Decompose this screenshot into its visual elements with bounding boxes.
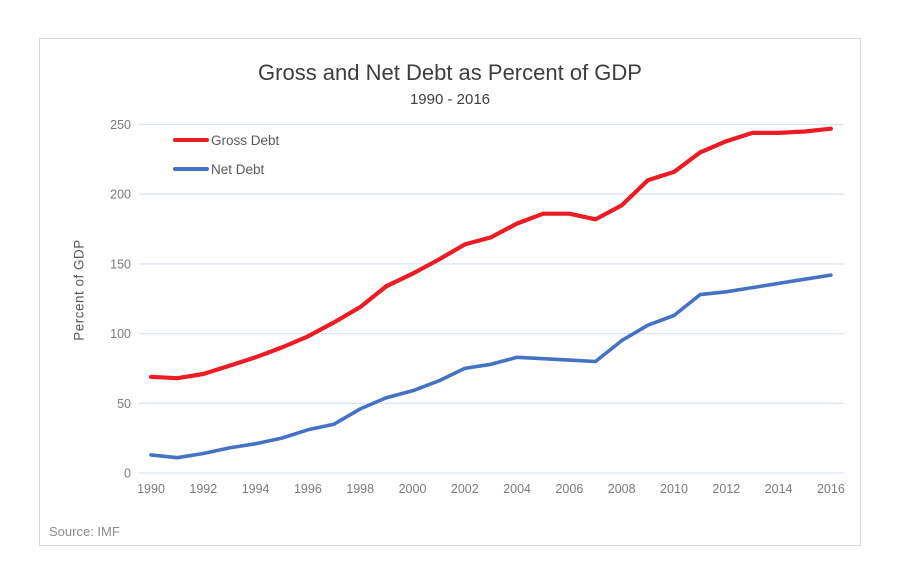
x-tick-label: 2004 bbox=[503, 482, 531, 496]
series-line-gross-debt bbox=[148, 126, 834, 381]
x-tick-label: 2008 bbox=[608, 482, 636, 496]
y-tick-label: 200 bbox=[110, 188, 131, 202]
x-tick-label: 2000 bbox=[399, 482, 427, 496]
y-tick-label: 0 bbox=[124, 467, 131, 481]
legend: Gross Debt Net Debt bbox=[173, 130, 279, 188]
x-tick-label: 2002 bbox=[451, 482, 479, 496]
legend-label-net-debt: Net Debt bbox=[211, 161, 265, 177]
x-tick-label: 1998 bbox=[346, 482, 374, 496]
x-tick-label: 1994 bbox=[242, 482, 270, 496]
legend-item-net-debt: Net Debt bbox=[173, 159, 279, 179]
x-tick-label: 2016 bbox=[817, 482, 845, 496]
chart-title: Gross and Net Debt as Percent of GDP bbox=[258, 60, 642, 85]
x-tick-label: 1992 bbox=[189, 482, 217, 496]
legend-swatch-net-debt bbox=[173, 167, 209, 171]
chart-container: Gross and Net Debt as Percent of GDP 199… bbox=[39, 38, 861, 546]
series-line-net-debt bbox=[149, 273, 833, 460]
y-tick-label: 100 bbox=[110, 327, 131, 341]
x-tick-label: 1996 bbox=[294, 482, 322, 496]
plot-area: 0 50 100 150 200 250 1990 1992 1994 1996 1998 2000 2… bbox=[110, 118, 845, 496]
x-tick-label: 2006 bbox=[555, 482, 583, 496]
y-tick-label: 150 bbox=[110, 257, 131, 271]
x-tick-label: 2010 bbox=[660, 482, 688, 496]
y-tick-label: 50 bbox=[117, 397, 131, 411]
y-tick-label: 250 bbox=[110, 118, 131, 132]
legend-item-gross-debt: Gross Debt bbox=[173, 130, 279, 150]
chart-subtitle: 1990 - 2016 bbox=[409, 91, 491, 108]
x-tick-label: 2014 bbox=[765, 482, 793, 496]
legend-swatch-gross-debt bbox=[173, 138, 209, 142]
x-tick-label: 2012 bbox=[712, 482, 740, 496]
source-note: Source: IMF bbox=[49, 524, 120, 539]
legend-label-gross-debt: Gross Debt bbox=[211, 132, 280, 148]
x-tick-label: 1990 bbox=[137, 482, 165, 496]
